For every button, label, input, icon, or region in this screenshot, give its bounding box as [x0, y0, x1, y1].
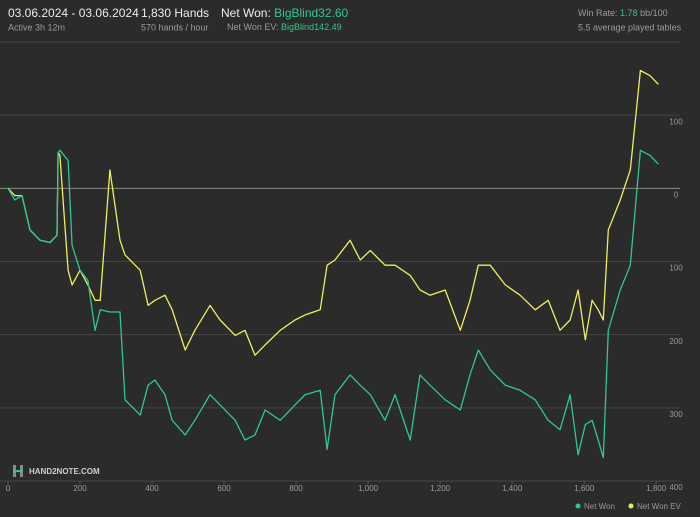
win-rate-label: Win Rate:	[578, 8, 618, 18]
active-time: Active 3h 12m	[8, 22, 65, 32]
net-won-ev-label: Net Won EV:	[227, 22, 279, 32]
legend-swatch	[575, 503, 581, 509]
legend-label: Net Won EV	[637, 502, 682, 511]
x-tick-label: 1,200	[430, 484, 451, 493]
legend-label: Net Won	[584, 502, 615, 511]
series-line	[7, 149, 659, 459]
x-tick-label: 1,000	[358, 484, 379, 493]
x-tick-label: 1,800	[646, 484, 667, 493]
y-tick-label: 100	[669, 264, 683, 273]
logo: HAND2NOTE.COM	[13, 465, 100, 477]
win-rate: Win Rate: 1.78 bb/100	[578, 8, 668, 18]
x-tick-label: 1,600	[574, 484, 595, 493]
x-tick-label: 0	[6, 484, 11, 493]
x-tick-label: 1,400	[502, 484, 523, 493]
x-tick-label: 400	[145, 484, 159, 493]
win-rate-unit: bb/100	[640, 8, 668, 18]
legend-swatch	[628, 503, 634, 509]
win-rate-value: 1.78	[620, 8, 638, 18]
tables: 5.5 average played tables	[578, 22, 682, 32]
y-tick-label: 200	[669, 337, 683, 346]
logo-mark	[13, 470, 23, 472]
hands: 1,830 Hands	[141, 6, 209, 20]
hands-per-hour: 570 hands / hour	[141, 22, 209, 32]
net-won-label: Net Won:	[221, 6, 271, 20]
y-tick-label: 400	[669, 483, 683, 492]
date-range: 03.06.2024 - 03.06.2024	[8, 6, 139, 20]
net-won-ev-value: BigBlind142.49	[281, 22, 342, 32]
y-tick-label: 100	[669, 117, 683, 126]
x-tick-label: 800	[289, 484, 303, 493]
watermark: HAND2NOTE.COM	[29, 467, 100, 476]
x-tick-label: 200	[73, 484, 87, 493]
y-tick-label: 0	[674, 190, 679, 199]
net-won-ev: Net Won EV: BigBlind142.49	[227, 22, 342, 32]
net-won: Net Won: BigBlind32.60	[221, 6, 349, 20]
x-tick-label: 600	[217, 484, 231, 493]
y-tick-label: 300	[669, 410, 683, 419]
net-won-value: BigBlind32.60	[274, 6, 348, 20]
